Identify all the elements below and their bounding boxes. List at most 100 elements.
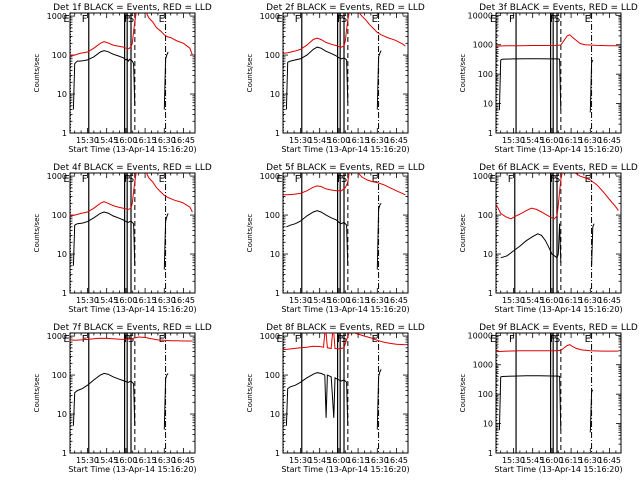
x-tick-label: 16:00 — [114, 136, 137, 145]
y-axis-label: Counts/sec — [246, 214, 254, 253]
x-axis-label: Start Time (13-Apr-14 15:16:20) — [494, 305, 622, 314]
marker-label: E — [63, 334, 69, 345]
chart-panel-5: Det 5f BLACK = Events, RED = LLD 1 10 100 10… — [246, 163, 425, 314]
marker-label: F — [124, 174, 130, 185]
marker-label: E — [276, 174, 282, 185]
y-tick-label: 1000 — [473, 41, 493, 50]
y-axis-label: Counts/sec — [246, 374, 254, 413]
series-line-events — [72, 372, 169, 430]
x-tick-label: 16:00 — [327, 456, 350, 465]
x-tick-label: 15:30 — [289, 296, 312, 305]
marker-label: E — [585, 334, 591, 345]
marker-label: F — [295, 174, 301, 185]
series-line-events — [285, 46, 382, 110]
y-tick-label: 100 — [478, 211, 493, 220]
y-tick-label: 10000 — [468, 331, 493, 340]
series-line-lld — [70, 13, 193, 57]
y-tick-label: 10 — [57, 250, 67, 259]
x-tick-label: 15:30 — [76, 296, 99, 305]
marker-label: E — [276, 334, 282, 345]
marker-label: S — [341, 174, 347, 185]
x-tick-label: 16:30 — [366, 136, 389, 145]
y-axis-label: Counts/sec — [459, 54, 467, 93]
x-tick-label: 16:30 — [366, 296, 389, 305]
series-line-lld — [496, 34, 619, 47]
y-tick-label: 1 — [488, 129, 493, 138]
x-tick-label: 16:15 — [347, 296, 370, 305]
x-tick-label: 16:15 — [134, 136, 157, 145]
x-tick-label: 16:00 — [540, 296, 563, 305]
series-line-events — [500, 223, 595, 266]
x-tick-label: 16:00 — [114, 456, 137, 465]
y-axis-label: Counts/sec — [33, 374, 41, 413]
marker-label: F — [337, 334, 343, 345]
y-tick-label: 1 — [488, 289, 493, 298]
x-axis-label: Start Time (13-Apr-14 15:16:20) — [494, 465, 622, 474]
chart-title: Det 3f BLACK = Events, RED = LLD — [479, 3, 638, 13]
y-tick-label: 10 — [270, 410, 280, 419]
x-tick-label: 16:30 — [579, 296, 602, 305]
x-axis-label: Start Time (13-Apr-14 15:16:20) — [281, 305, 409, 314]
marker-label: E — [585, 14, 591, 25]
marker-label: F — [550, 174, 556, 185]
y-tick-label: 10 — [57, 90, 67, 99]
x-axis-label: Start Time (13-Apr-14 15:16:20) — [68, 145, 196, 154]
x-tick-label: 15:30 — [76, 136, 99, 145]
chart-title: Det 5f BLACK = Events, RED = LLD — [266, 163, 425, 173]
x-tick-label: 16:45 — [385, 136, 408, 145]
marker-label: F — [295, 14, 301, 25]
series-line-events — [498, 58, 594, 113]
x-tick-label: 16:30 — [153, 136, 176, 145]
x-tick-label: 16:15 — [134, 296, 157, 305]
marker-label: S — [554, 334, 560, 345]
x-tick-label: 16:15 — [560, 296, 583, 305]
y-tick-label: 100 — [265, 211, 280, 220]
marker-label: S — [128, 14, 134, 25]
series-line-lld — [283, 333, 406, 351]
y-tick-label: 1 — [62, 289, 67, 298]
y-tick-label: 1000 — [47, 172, 67, 181]
y-tick-label: 10 — [57, 410, 67, 419]
x-tick-label: 15:45 — [95, 456, 118, 465]
chart-panel-2: Det 2f BLACK = Events, RED = LLD 1 10 100 10… — [246, 3, 425, 154]
y-tick-label: 100 — [52, 211, 67, 220]
x-tick-label: 16:45 — [172, 136, 195, 145]
x-tick-label: 15:45 — [308, 296, 331, 305]
marker-label: E — [372, 14, 378, 25]
marker-label: F — [82, 174, 88, 185]
x-tick-label: 16:45 — [385, 456, 408, 465]
x-tick-label: 16:00 — [540, 456, 563, 465]
chart-title: Det 1f BLACK = Events, RED = LLD — [53, 3, 212, 13]
x-tick-label: 16:15 — [560, 456, 583, 465]
marker-label: S — [341, 334, 347, 345]
chart-title: Det 4f BLACK = Events, RED = LLD — [53, 163, 212, 173]
chart-title: Det 9f BLACK = Events, RED = LLD — [479, 323, 638, 333]
x-tick-label: 16:15 — [347, 136, 370, 145]
x-tick-label: 16:30 — [579, 136, 602, 145]
marker-label: F — [508, 174, 514, 185]
x-tick-label: 15:45 — [521, 136, 544, 145]
x-tick-label: 16:00 — [327, 136, 350, 145]
marker-label: E — [372, 174, 378, 185]
y-tick-label: 1000 — [260, 332, 280, 341]
x-tick-label: 16:00 — [540, 136, 563, 145]
marker-label: E — [159, 14, 165, 25]
y-tick-label: 1000 — [260, 172, 280, 181]
x-tick-label: 16:30 — [579, 456, 602, 465]
marker-label: F — [82, 14, 88, 25]
series-line-lld — [283, 173, 406, 196]
x-tick-label: 16:45 — [598, 136, 621, 145]
y-tick-label: 10 — [483, 100, 493, 109]
marker-label: E — [276, 14, 282, 25]
marker-label: E — [63, 174, 69, 185]
x-tick-label: 15:30 — [502, 296, 525, 305]
chart-panel-3: Det 3f BLACK = Events, RED = LLD 1 10 100 10… — [459, 3, 638, 154]
marker-label: F — [550, 334, 556, 345]
chart-panel-7: Det 7f BLACK = Events, RED = LLD 1 10 100 10… — [33, 323, 212, 474]
x-axis-label: Start Time (13-Apr-14 15:16:20) — [281, 145, 409, 154]
x-axis-label: Start Time (13-Apr-14 15:16:20) — [68, 305, 196, 314]
x-tick-label: 16:45 — [385, 296, 408, 305]
marker-label: E — [159, 334, 165, 345]
marker-label: F — [337, 14, 343, 25]
series-line-lld — [70, 173, 193, 217]
